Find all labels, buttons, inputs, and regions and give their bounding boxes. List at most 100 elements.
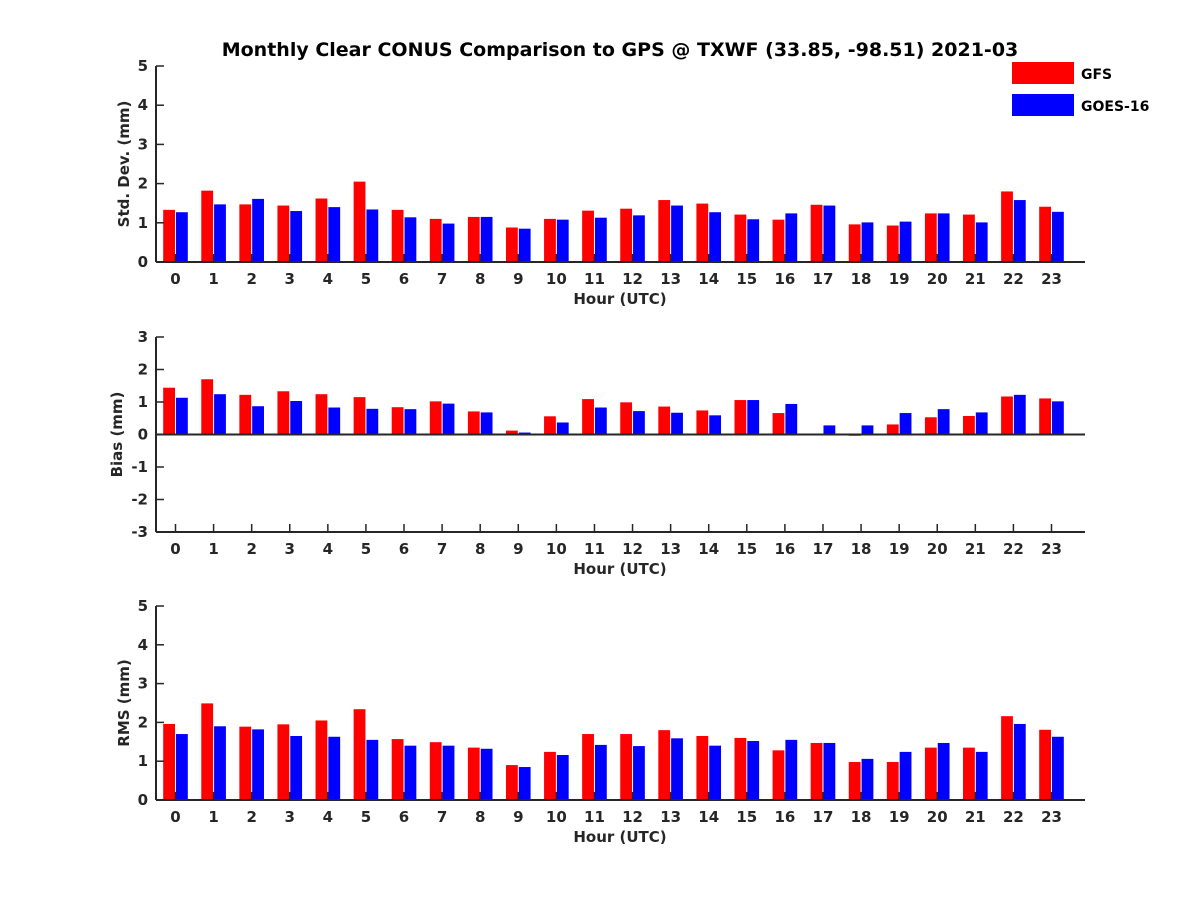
bar-gfs-hour-6 xyxy=(391,739,404,800)
x-tick-label: 10 xyxy=(546,270,567,288)
x-tick-label: 18 xyxy=(851,540,872,558)
bar-gfs-hour-8 xyxy=(467,747,480,800)
bar-gfs-hour-22 xyxy=(1001,396,1013,435)
bar-goes16-hour-3 xyxy=(290,401,303,435)
x-tick-label: 4 xyxy=(323,808,333,826)
bar-goes16-hour-10 xyxy=(556,219,569,262)
x-tick-label: 21 xyxy=(965,540,986,558)
bar-goes16-hour-2 xyxy=(252,198,264,262)
x-tick-label: 10 xyxy=(546,540,567,558)
bar-gfs-hour-3 xyxy=(277,724,290,800)
x-tick-label: 3 xyxy=(285,270,295,288)
y-axis-label: Bias (mm) xyxy=(108,392,126,478)
bar-gfs-hour-13 xyxy=(658,406,671,435)
x-tick-label: 20 xyxy=(927,540,948,558)
x-tick-label: 1 xyxy=(208,808,218,826)
bar-goes16-hour-0 xyxy=(176,397,188,435)
bar-goes16-hour-7 xyxy=(442,745,455,800)
bar-gfs-hour-19 xyxy=(886,424,899,435)
bar-gfs-hour-10 xyxy=(544,416,556,435)
bar-gfs-hour-17 xyxy=(810,742,823,800)
bar-gfs-hour-14 xyxy=(696,410,709,435)
bar-goes16-hour-2 xyxy=(252,406,264,435)
bar-goes16-hour-3 xyxy=(290,211,303,262)
x-tick-label: 6 xyxy=(399,270,409,288)
x-tick-label: 22 xyxy=(1003,540,1024,558)
x-tick-label: 7 xyxy=(437,270,447,288)
bar-gfs-hour-12 xyxy=(620,402,633,435)
bar-goes16-hour-5 xyxy=(366,739,379,800)
bar-goes16-hour-23 xyxy=(1052,736,1064,800)
bar-gfs-hour-1 xyxy=(201,190,214,262)
x-tick-label: 1 xyxy=(208,270,218,288)
x-tick-label: 0 xyxy=(170,808,180,826)
bar-goes16-hour-5 xyxy=(366,408,379,435)
x-tick-label: 9 xyxy=(513,270,523,288)
bar-gfs-hour-13 xyxy=(658,730,671,800)
x-tick-label: 16 xyxy=(774,540,795,558)
bar-goes16-hour-16 xyxy=(785,739,798,800)
bar-goes16-hour-20 xyxy=(937,213,950,262)
bar-gfs-hour-1 xyxy=(201,379,214,435)
bar-gfs-hour-5 xyxy=(353,397,366,435)
bar-goes16-hour-18 xyxy=(861,222,874,262)
x-tick-label: 4 xyxy=(323,540,333,558)
bar-goes16-hour-10 xyxy=(556,754,569,800)
bar-goes16-hour-16 xyxy=(785,403,798,435)
x-tick-label: 21 xyxy=(965,808,986,826)
x-tick-label: 12 xyxy=(622,540,643,558)
bar-gfs-hour-10 xyxy=(544,218,556,262)
bar-goes16-hour-21 xyxy=(975,751,988,800)
x-tick-label: 9 xyxy=(513,808,523,826)
bar-gfs-hour-22 xyxy=(1001,716,1013,800)
bar-goes16-hour-23 xyxy=(1052,401,1064,435)
legend-swatch-goes16 xyxy=(1012,94,1074,116)
bar-goes16-hour-13 xyxy=(671,738,683,800)
bar-gfs-hour-14 xyxy=(696,203,709,262)
bar-gfs-hour-21 xyxy=(963,214,975,262)
x-tick-label: 22 xyxy=(1003,270,1024,288)
bar-gfs-hour-4 xyxy=(315,394,328,435)
x-tick-label: 22 xyxy=(1003,808,1024,826)
x-tick-label: 18 xyxy=(851,808,872,826)
x-tick-label: 16 xyxy=(774,270,795,288)
bar-gfs-hour-7 xyxy=(429,218,442,262)
bar-goes16-hour-0 xyxy=(176,734,188,800)
bar-goes16-hour-10 xyxy=(556,422,569,435)
x-tick-label: 23 xyxy=(1041,540,1062,558)
y-tick-label: 2 xyxy=(138,713,148,731)
x-tick-label: 3 xyxy=(285,540,295,558)
bar-gfs-hour-0 xyxy=(163,723,175,800)
bar-goes16-hour-22 xyxy=(1013,394,1026,435)
bar-gfs-hour-11 xyxy=(582,399,594,435)
x-tick-label: 13 xyxy=(660,808,681,826)
bar-goes16-hour-0 xyxy=(176,212,188,262)
bar-goes16-hour-17 xyxy=(823,742,836,800)
x-tick-label: 21 xyxy=(965,270,986,288)
x-tick-label: 16 xyxy=(774,808,795,826)
x-tick-label: 19 xyxy=(889,270,910,288)
bar-goes16-hour-14 xyxy=(709,745,722,800)
x-tick-label: 8 xyxy=(475,270,485,288)
bar-gfs-hour-9 xyxy=(505,430,518,435)
bar-gfs-hour-4 xyxy=(315,720,328,800)
y-axis-label: Std. Dev. (mm) xyxy=(115,101,133,228)
bar-gfs-hour-9 xyxy=(505,765,518,800)
bar-goes16-hour-11 xyxy=(594,407,607,435)
bar-goes16-hour-12 xyxy=(633,215,645,262)
bar-goes16-hour-15 xyxy=(747,741,760,800)
x-tick-label: 8 xyxy=(475,808,485,826)
bar-goes16-hour-4 xyxy=(328,736,341,800)
x-tick-label: 7 xyxy=(437,808,447,826)
bar-gfs-hour-8 xyxy=(467,216,480,262)
x-tick-label: 17 xyxy=(813,270,834,288)
bar-gfs-hour-23 xyxy=(1039,729,1051,800)
x-tick-label: 4 xyxy=(323,270,333,288)
bar-goes16-hour-1 xyxy=(214,726,226,800)
x-tick-label: 11 xyxy=(584,808,605,826)
x-tick-label: 10 xyxy=(546,808,567,826)
bar-goes16-hour-13 xyxy=(671,205,683,262)
bar-goes16-hour-6 xyxy=(404,409,417,435)
x-tick-label: 23 xyxy=(1041,270,1062,288)
